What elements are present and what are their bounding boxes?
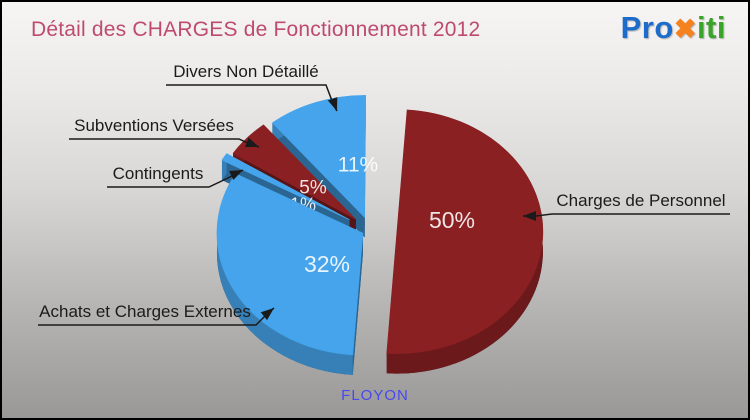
callout-line-0 <box>523 213 730 217</box>
slice-label-achats-et-charges-externes: Achats et Charges Externes <box>39 302 251 321</box>
slice-label-subventions-versees: Subventions Versées <box>74 116 234 135</box>
logo-text-pro: Pro <box>620 10 674 45</box>
slice-label-divers-non-detaille: Divers Non Détaillé <box>173 62 319 81</box>
callout-arrow-icon <box>245 137 259 148</box>
proxiti-logo: Pro✖iti <box>621 10 726 46</box>
commune-name: FLOYON <box>341 387 409 404</box>
callout-arrow-icon <box>327 97 338 111</box>
logo-x-icon: ✖ <box>673 14 697 44</box>
callout-arrow-icon <box>523 211 536 221</box>
chart-title: Détail des CHARGES de Fonctionnement 201… <box>31 18 481 41</box>
logo-text-iti: iti <box>696 10 726 45</box>
pct-label-5: 5% <box>299 178 327 199</box>
slice-label-contingents: Contingents <box>112 164 204 183</box>
slice-label-charges-de-personnel: Charges de Personnel <box>556 191 726 210</box>
callout-arrow-icon <box>229 170 243 181</box>
callout-line-3 <box>69 138 260 148</box>
pct-label-11: 11% <box>338 153 378 176</box>
pie-slice-divers-non-d-taill-: 11% <box>271 95 378 238</box>
pie-slice-charges-de-personnel: 50% <box>386 109 544 374</box>
pct-label-50: 50% <box>429 207 475 233</box>
callout-arrow-icon <box>260 308 274 321</box>
pct-label-32: 32% <box>304 251 350 277</box>
